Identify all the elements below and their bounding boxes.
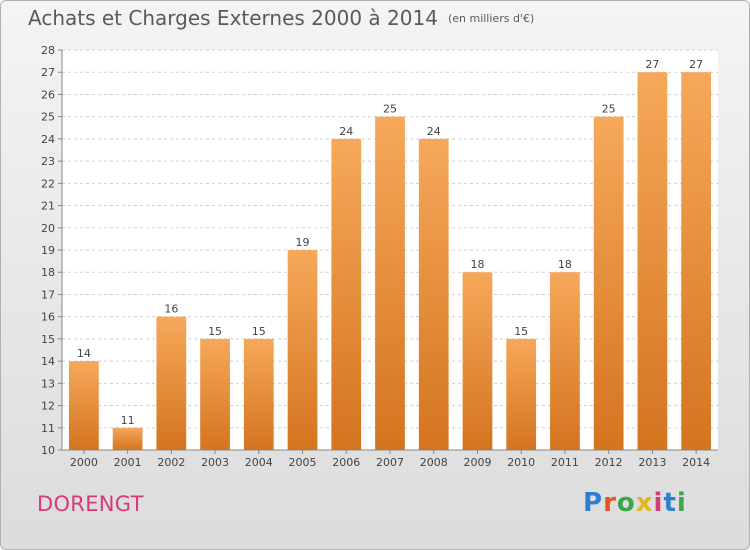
y-tick-label: 23 bbox=[41, 155, 55, 168]
data-label: 16 bbox=[164, 303, 178, 316]
bar bbox=[593, 116, 624, 451]
logo-letter: P bbox=[583, 488, 604, 518]
x-tick-label: 2004 bbox=[245, 456, 273, 469]
bar bbox=[462, 272, 493, 450]
data-label: 11 bbox=[121, 414, 135, 427]
y-tick-label: 19 bbox=[41, 244, 55, 257]
y-tick-label: 18 bbox=[41, 266, 55, 279]
bar bbox=[112, 427, 143, 450]
y-tick-label: 26 bbox=[41, 88, 55, 101]
data-label: 18 bbox=[558, 258, 572, 271]
x-tick-label: 2001 bbox=[114, 456, 142, 469]
data-label: 19 bbox=[296, 236, 310, 249]
y-tick-label: 11 bbox=[41, 422, 55, 435]
x-tick-label: 2008 bbox=[420, 456, 448, 469]
y-tick-label: 28 bbox=[41, 44, 55, 57]
x-tick-label: 2000 bbox=[70, 456, 98, 469]
data-label: 27 bbox=[645, 58, 659, 71]
bar bbox=[200, 338, 230, 450]
bar bbox=[637, 72, 668, 450]
y-tick-label: 14 bbox=[41, 355, 55, 368]
data-label: 18 bbox=[470, 258, 484, 271]
chart-title: Achats et Charges Externes 2000 à 2014 (e… bbox=[28, 6, 534, 30]
y-tick-label: 27 bbox=[41, 66, 55, 79]
bar bbox=[506, 338, 537, 450]
y-tick-label: 12 bbox=[41, 400, 55, 413]
data-label: 27 bbox=[689, 58, 703, 71]
data-label: 15 bbox=[252, 325, 266, 338]
data-label: 14 bbox=[77, 347, 91, 360]
logo-letter: i bbox=[676, 488, 687, 518]
place-name: DORENGT bbox=[37, 492, 144, 516]
data-label: 25 bbox=[602, 103, 616, 116]
y-tick-label: 22 bbox=[41, 177, 55, 190]
y-tick-label: 16 bbox=[41, 311, 55, 324]
bar bbox=[331, 138, 362, 450]
y-tick-label: 13 bbox=[41, 377, 55, 390]
bar bbox=[375, 116, 405, 451]
data-label: 15 bbox=[208, 325, 222, 338]
x-tick-label: 2012 bbox=[595, 456, 623, 469]
x-tick-label: 2005 bbox=[289, 456, 317, 469]
x-tick-label: 2009 bbox=[463, 456, 491, 469]
x-tick-label: 2011 bbox=[551, 456, 579, 469]
data-label: 24 bbox=[427, 125, 441, 138]
bar bbox=[418, 138, 449, 450]
proxiti-logo: Proxiti bbox=[583, 488, 687, 518]
logo-letter: r bbox=[603, 488, 617, 518]
y-tick-label: 24 bbox=[41, 133, 55, 146]
bar bbox=[68, 361, 99, 450]
x-tick-label: 2006 bbox=[332, 456, 360, 469]
logo-letter: t bbox=[663, 488, 677, 518]
data-label: 25 bbox=[383, 103, 397, 116]
y-tick-label: 25 bbox=[41, 111, 55, 124]
x-tick-label: 2002 bbox=[157, 456, 185, 469]
logo-letter: o bbox=[616, 488, 636, 518]
x-tick-label: 2014 bbox=[682, 456, 710, 469]
data-label: 24 bbox=[339, 125, 353, 138]
x-tick-label: 2010 bbox=[507, 456, 535, 469]
x-tick-label: 2013 bbox=[638, 456, 666, 469]
bar bbox=[156, 316, 187, 450]
data-label: 15 bbox=[514, 325, 528, 338]
y-tick-label: 10 bbox=[41, 444, 55, 457]
bar bbox=[550, 272, 580, 450]
logo-letter: x bbox=[635, 488, 654, 518]
chart-title-text: Achats et Charges Externes 2000 à 2014 bbox=[28, 6, 438, 30]
bar bbox=[681, 72, 712, 450]
chart-unit: (en milliers d'€) bbox=[447, 12, 535, 25]
logo-letter: i bbox=[653, 488, 664, 518]
y-tick-label: 20 bbox=[41, 222, 55, 235]
bar bbox=[243, 338, 274, 450]
x-tick-label: 2007 bbox=[376, 456, 404, 469]
y-tick-label: 17 bbox=[41, 288, 55, 301]
y-tick-label: 21 bbox=[41, 200, 55, 213]
y-tick-label: 15 bbox=[41, 333, 55, 346]
x-tick-label: 2003 bbox=[201, 456, 229, 469]
bar bbox=[287, 250, 318, 450]
